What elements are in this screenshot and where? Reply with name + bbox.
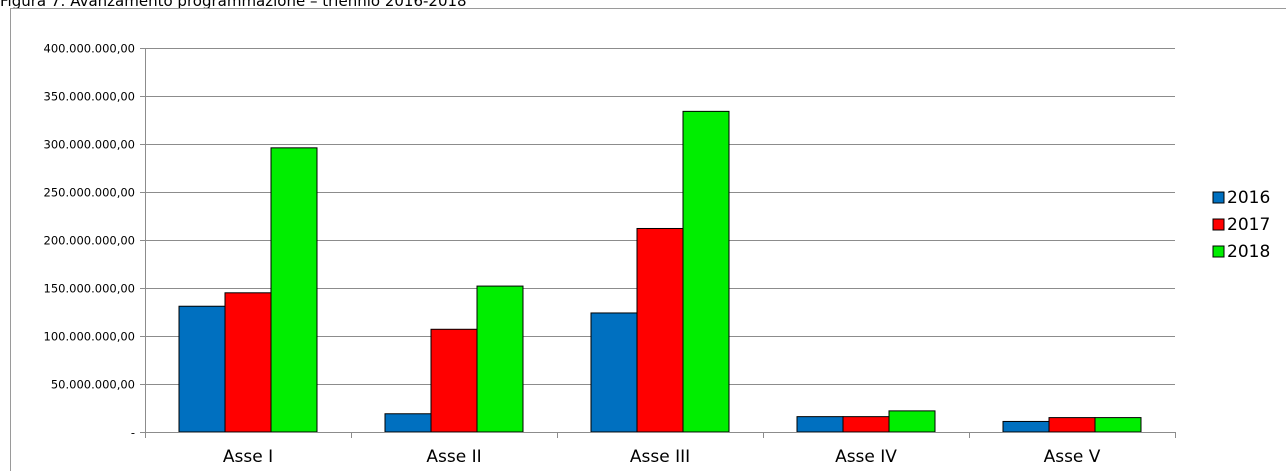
y-axis: - 50.000.000,00 100.000.000,00 150.000.000,… <box>44 42 146 440</box>
bar <box>636 227 684 433</box>
legend-label: 2016 <box>1227 188 1270 208</box>
x-tick-label: Asse V <box>1044 447 1101 467</box>
bar <box>842 416 890 433</box>
legend-label: 2017 <box>1227 215 1270 235</box>
chart-frame <box>10 8 1286 471</box>
legend-label: 2018 <box>1227 242 1270 262</box>
legend-swatch <box>1212 191 1225 204</box>
y-tick-label: 150.000.000,00 <box>44 282 135 296</box>
bar <box>590 312 638 433</box>
legend: 2016 2017 2018 <box>1212 188 1270 262</box>
bar <box>1048 417 1096 433</box>
bar <box>888 410 936 433</box>
x-axis: Asse I Asse II Asse III Asse IV Asse V <box>145 432 1176 467</box>
bar <box>224 292 272 433</box>
x-tick-label: Asse III <box>630 447 690 467</box>
y-tick-label: 400.000.000,00 <box>44 42 135 56</box>
bar <box>1002 420 1050 433</box>
bar <box>796 416 844 433</box>
legend-swatch <box>1212 245 1225 258</box>
y-tick-label: - <box>131 426 135 440</box>
bar <box>178 305 226 433</box>
x-tick-label: Asse I <box>223 447 273 467</box>
y-tick-label: 200.000.000,00 <box>44 234 135 248</box>
bar <box>476 285 524 433</box>
legend-swatch <box>1212 218 1225 231</box>
y-tick-label: 100.000.000,00 <box>44 330 135 344</box>
x-tick-label: Asse II <box>426 447 481 467</box>
y-tick-label: 300.000.000,00 <box>44 138 135 152</box>
y-tick-label: 50.000.000,00 <box>51 378 135 392</box>
bar <box>270 147 318 433</box>
bar <box>1094 417 1142 433</box>
bar <box>682 110 730 433</box>
bar <box>384 413 432 433</box>
figure-caption: Figura 7: Avanzamento programmazione – t… <box>0 0 467 10</box>
y-tick-label: 250.000.000,00 <box>44 186 135 200</box>
y-tick-label: 350.000.000,00 <box>44 90 135 104</box>
x-tick-label: Asse IV <box>835 447 897 467</box>
bar <box>430 328 478 433</box>
bars <box>178 110 1142 433</box>
